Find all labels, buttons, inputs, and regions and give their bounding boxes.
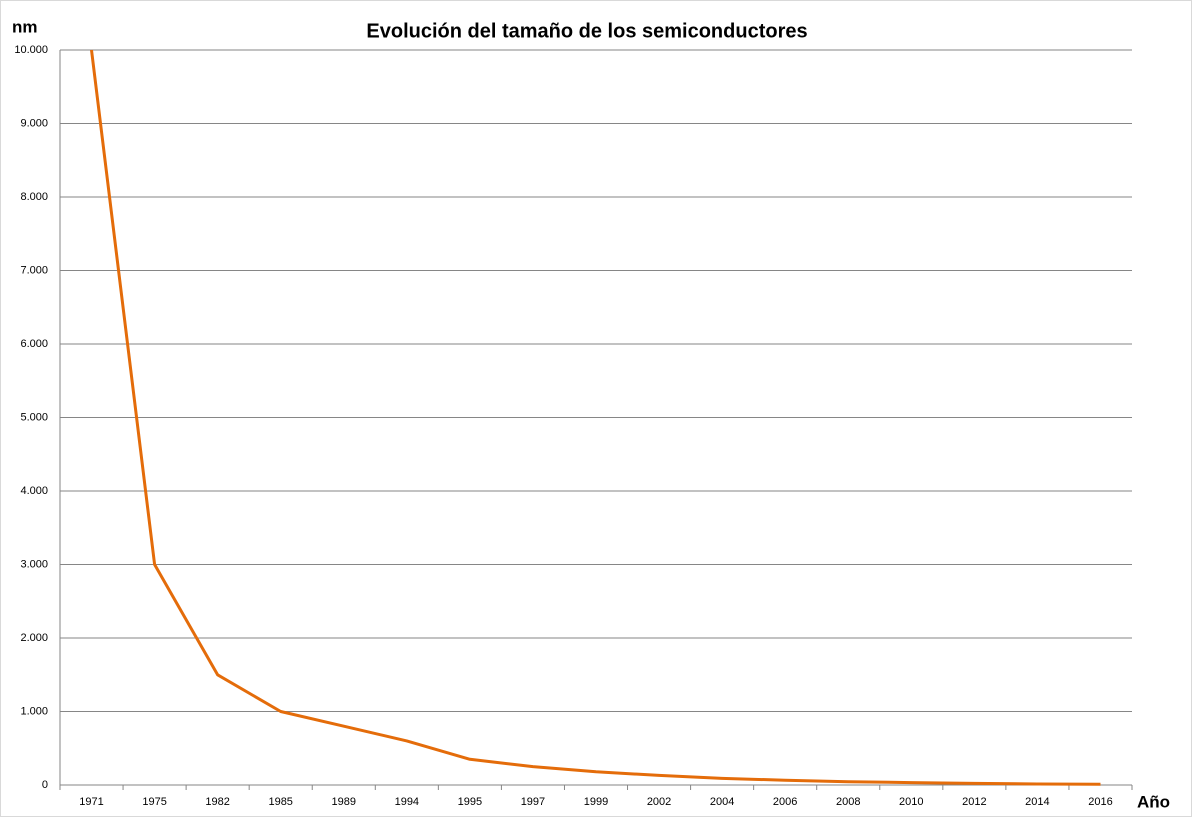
x-tick-label: 2004 [710,796,734,808]
x-tick-label: 2012 [962,796,986,808]
x-axis-title: Año [1137,792,1170,811]
y-tick-label: 3.000 [20,558,48,570]
y-tick-label: 8.000 [20,191,48,203]
x-tick-label: 1995 [458,796,482,808]
x-tick-label: 1997 [521,796,545,808]
y-tick-label: 10.000 [14,44,48,56]
x-tick-label: 2008 [836,796,860,808]
chart-title: Evolución del tamaño de los semiconducto… [366,20,807,42]
x-tick-label: 1999 [584,796,608,808]
y-tick-label: 1.000 [20,705,48,717]
x-tick-label: 2016 [1088,796,1112,808]
x-tick-label: 2002 [647,796,671,808]
x-tick-label: 2014 [1025,796,1049,808]
y-tick-label: 4.000 [20,485,48,497]
x-tick-label: 1994 [395,796,419,808]
x-tick-label: 1971 [79,796,103,808]
x-tick-label: 2010 [899,796,923,808]
data-line [90,49,1101,786]
y-tick-label: 6.000 [20,338,48,350]
x-tick-label: 1982 [205,796,229,808]
y-tick-label: 2.000 [20,632,48,644]
y-tick-label: 5.000 [20,411,48,423]
x-tick-label: 1989 [332,796,356,808]
x-tick-label: 1985 [268,796,292,808]
y-axis-title: nm [12,17,38,36]
x-tick-label: 1975 [142,796,166,808]
y-tick-label: 7.000 [20,264,48,276]
x-tick-label: 2006 [773,796,797,808]
y-tick-label: 0 [42,779,48,791]
y-tick-label: 9.000 [20,117,48,129]
